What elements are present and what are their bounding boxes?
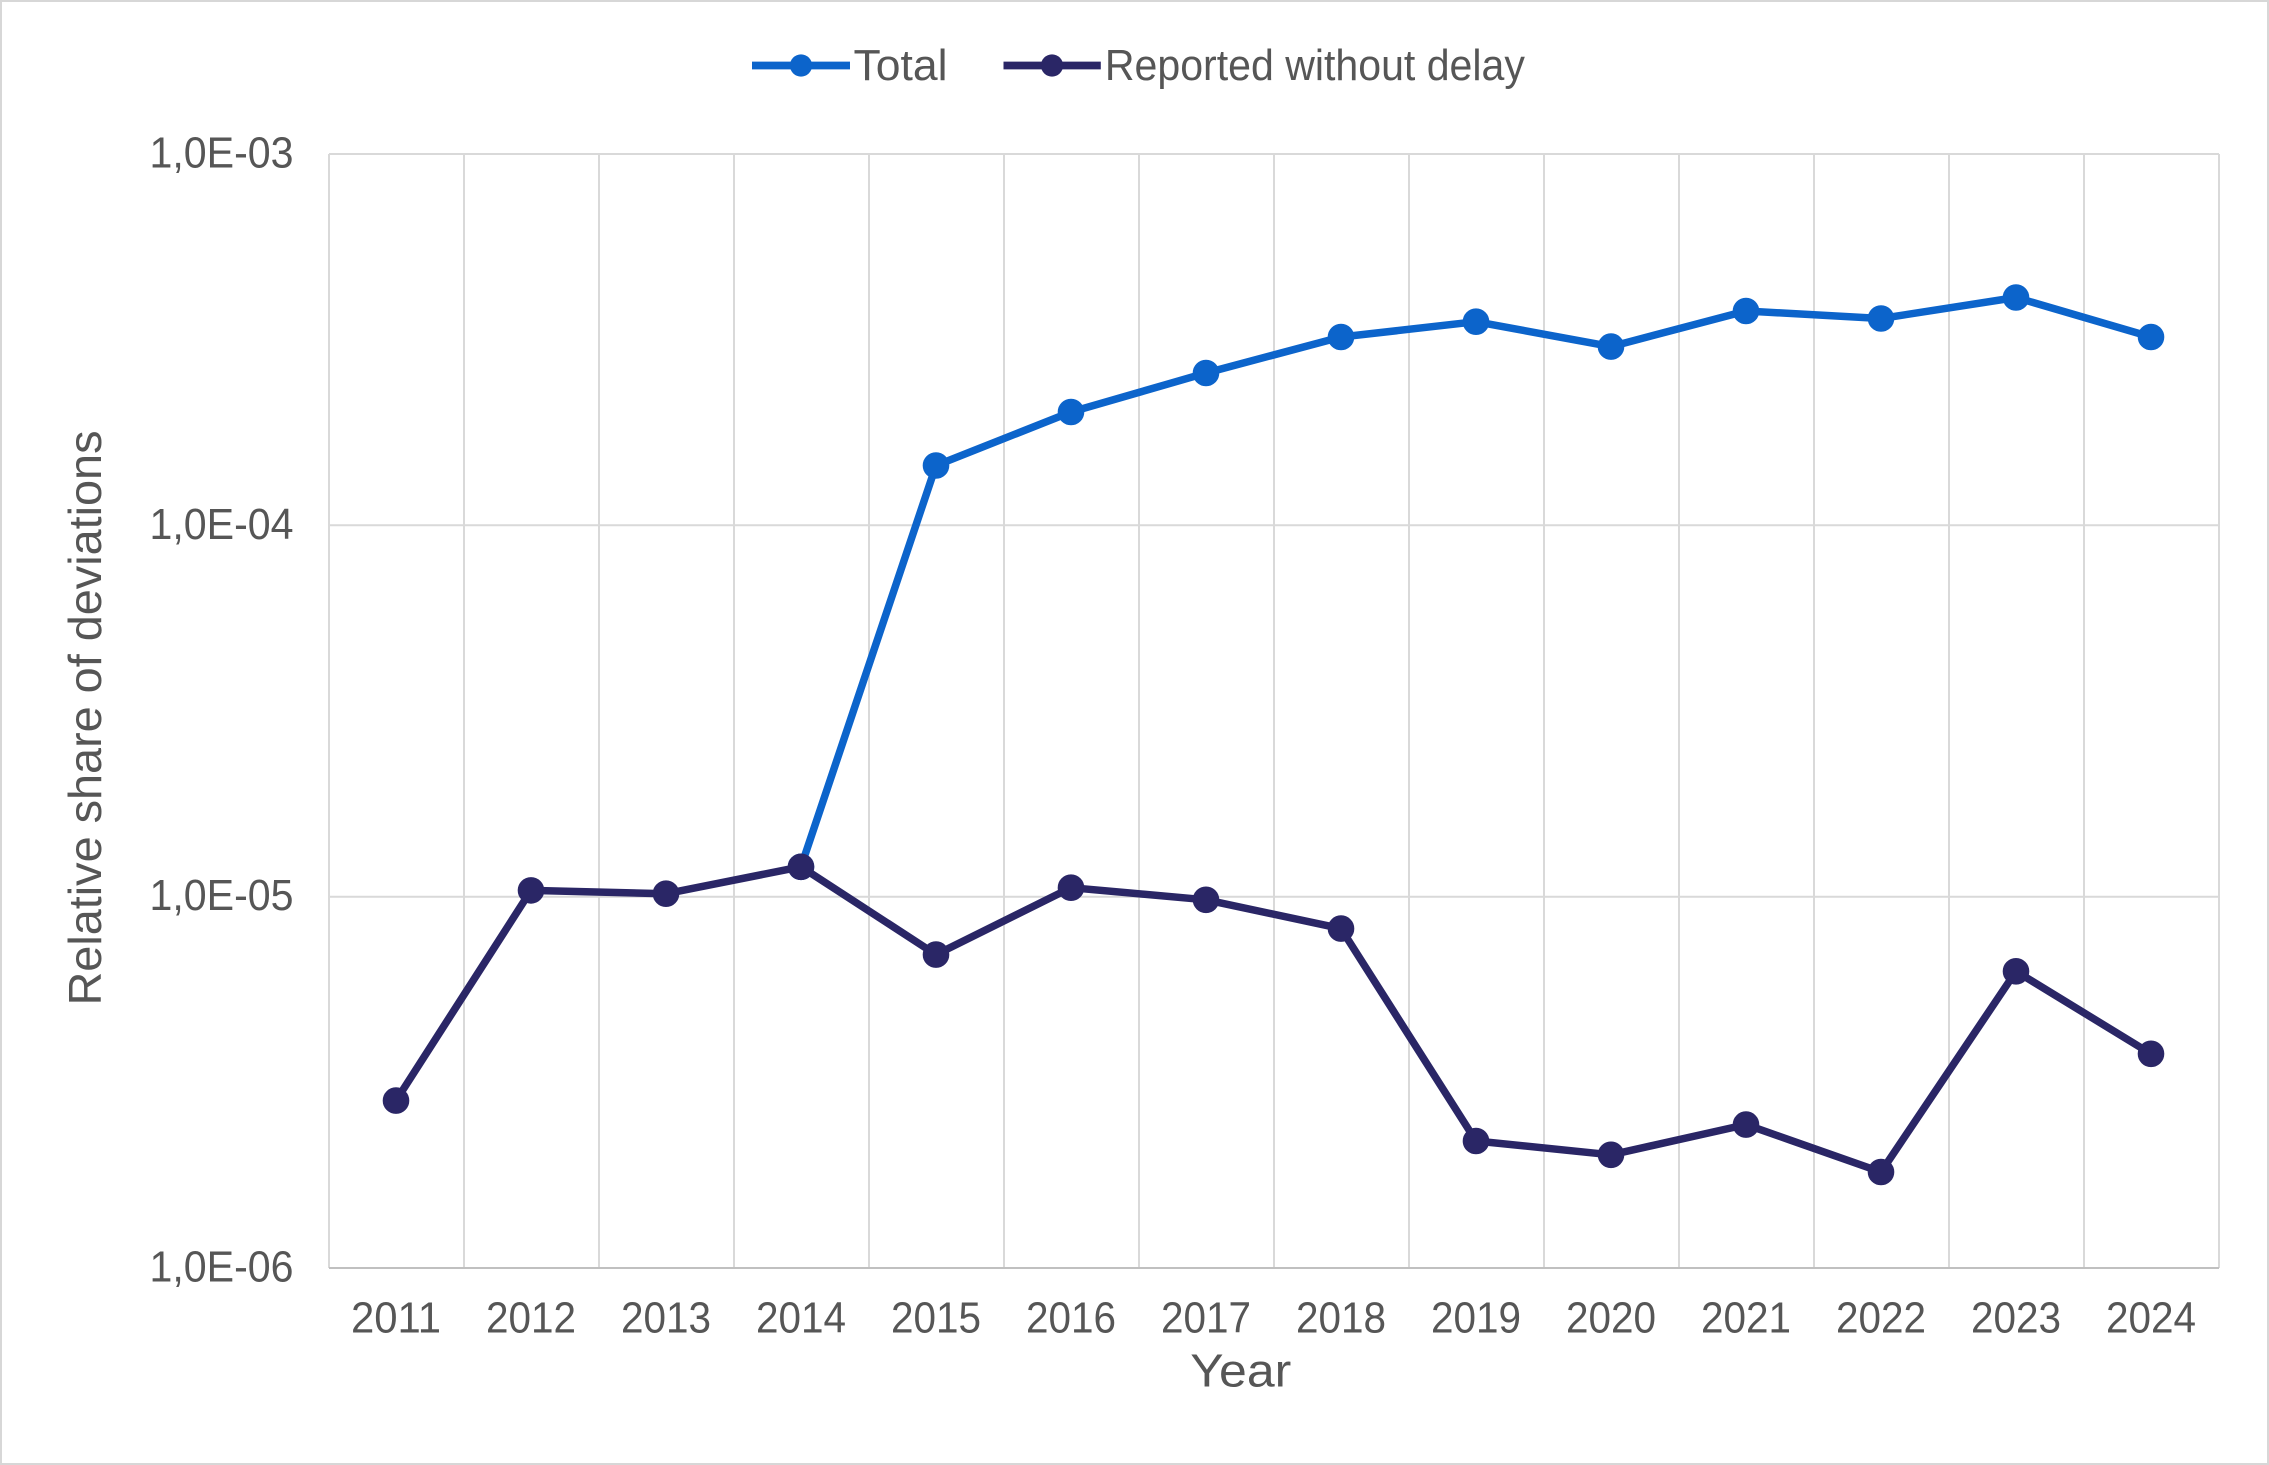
svg-text:2022: 2022 [1836, 1294, 1926, 1343]
svg-text:2016: 2016 [1026, 1294, 1116, 1343]
svg-text:2013: 2013 [621, 1294, 711, 1343]
svg-text:2014: 2014 [756, 1294, 846, 1343]
svg-text:2018: 2018 [1296, 1294, 1386, 1343]
svg-text:1,0E-03: 1,0E-03 [150, 129, 294, 178]
svg-text:2020: 2020 [1566, 1294, 1656, 1343]
svg-text:1,0E-05: 1,0E-05 [150, 871, 294, 920]
svg-text:Total: Total [854, 41, 948, 90]
svg-text:1,0E-06: 1,0E-06 [150, 1243, 294, 1292]
svg-text:1,0E-04: 1,0E-04 [150, 500, 294, 549]
svg-text:2011: 2011 [351, 1294, 441, 1343]
svg-text:2019: 2019 [1431, 1294, 1521, 1343]
svg-text:2015: 2015 [891, 1294, 981, 1343]
svg-text:Year: Year [1190, 1345, 1291, 1397]
svg-text:2023: 2023 [1971, 1294, 2061, 1343]
svg-text:Relative share of deviations: Relative share of deviations [59, 431, 111, 1006]
svg-text:2017: 2017 [1161, 1294, 1251, 1343]
svg-text:2012: 2012 [486, 1294, 576, 1343]
svg-text:Reported without delay: Reported without delay [1105, 41, 1525, 90]
svg-text:2024: 2024 [2106, 1294, 2196, 1343]
svg-text:2021: 2021 [1701, 1294, 1791, 1343]
